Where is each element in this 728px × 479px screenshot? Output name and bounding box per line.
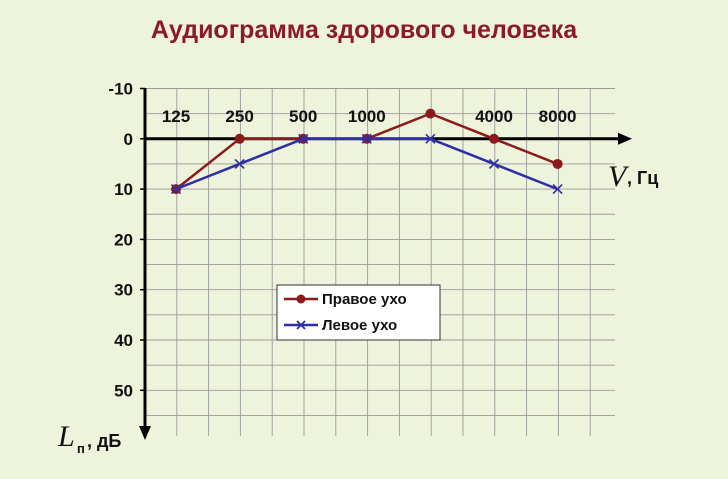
legend-marker-x [296, 320, 306, 330]
x-tick-label: 125 [162, 107, 190, 126]
legend: Правое ухо Левое ухо [276, 284, 441, 341]
series [170, 108, 563, 195]
legend-label: Правое ухо [322, 291, 407, 308]
data-point [425, 133, 436, 144]
data-point [552, 184, 563, 195]
x-tick-label: 500 [289, 107, 317, 126]
chart-title: Аудиограмма здорового человека [151, 16, 578, 44]
legend-box [276, 284, 441, 341]
x-tick-label: 4000 [475, 107, 513, 126]
legend-marker-circle [296, 294, 306, 304]
y-tick-label: -10 [108, 80, 133, 99]
data-point [552, 158, 563, 169]
y-axis-arrow [139, 426, 151, 440]
data-point [489, 133, 499, 144]
x-axis-label: V , Гц [608, 160, 658, 193]
legend-label: Левое ухо [322, 317, 397, 334]
y-axis-label: L п , дБ [57, 420, 121, 456]
x-tick-label: 1000 [348, 107, 386, 126]
y-tick-label: 30 [114, 281, 133, 300]
y-tick-label: 20 [114, 230, 133, 249]
x-axis-arrow [618, 132, 632, 145]
x-axis-unit: , Гц [627, 168, 658, 188]
y-axis-unit: , дБ [87, 431, 121, 451]
data-point [361, 133, 372, 144]
y-axis-symbol: L [57, 420, 75, 453]
x-axis-symbol: V [608, 160, 630, 193]
data-point [234, 133, 245, 144]
y-tick-label: 10 [114, 180, 133, 199]
legend-entry-right-ear: Правое ухо [284, 291, 407, 308]
data-point [425, 108, 436, 119]
y-axis-subscript: п [77, 441, 85, 456]
y-tick-label: 40 [114, 331, 133, 350]
data-point [234, 158, 245, 170]
y-tick-label: 50 [114, 381, 133, 400]
data-point [298, 133, 309, 144]
tick-labels: -10 0 10 20 30 40 50 125 250 500 1000 4000 8000 [108, 80, 576, 401]
x-tick-label: 250 [225, 107, 253, 126]
data-point [170, 184, 182, 195]
x-tick-label: 8000 [539, 107, 577, 126]
y-tick-label: 0 [124, 130, 133, 149]
legend-entry-left-ear: Левое ухо [284, 317, 397, 334]
data-point [488, 158, 500, 170]
